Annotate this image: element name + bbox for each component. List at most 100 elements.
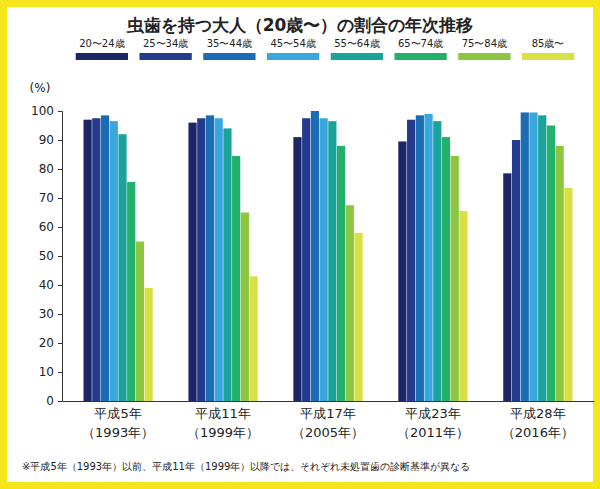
bar [249, 276, 257, 401]
legend-item: 65〜74歳 [394, 38, 446, 60]
legend-label: 45〜54歳 [270, 38, 315, 49]
y-tick-label: 20 [39, 336, 54, 350]
bar [293, 137, 301, 401]
y-tick-mark [58, 256, 62, 257]
frame [4, 4, 597, 486]
bar [564, 188, 572, 401]
bar [451, 156, 459, 401]
x-tick-label-line: （2016年） [502, 425, 574, 440]
y-axis: 0102030405060708090100 [31, 104, 62, 408]
legend-swatch [76, 53, 128, 60]
x-tick: 平成23年 （2011年） [397, 406, 469, 440]
x-tick-label: 平成5年（1993年） [82, 406, 154, 440]
x-tick: 平成5年（1993年） [82, 406, 154, 440]
bars [84, 111, 573, 401]
legend-swatch [267, 53, 319, 60]
bar [311, 111, 319, 401]
y-tick-mark [58, 343, 62, 344]
y-tick-mark [58, 285, 62, 286]
bar [188, 123, 196, 401]
legend-item: 25〜34歳 [139, 38, 191, 60]
y-tick-mark [58, 140, 62, 141]
legend-swatch [331, 53, 383, 60]
legend-label: 35〜44歳 [207, 38, 252, 49]
bar [416, 115, 424, 401]
y-tick: 100 [31, 104, 62, 118]
y-tick-mark [58, 227, 62, 228]
bar-series [136, 146, 564, 401]
bar-series [84, 120, 512, 401]
bar [320, 118, 328, 401]
x-tick-label-line: （2005年） [292, 425, 364, 440]
y-tick-label: 60 [39, 220, 54, 234]
y-tick-mark [58, 111, 62, 112]
legend-label: 65〜74歳 [398, 38, 443, 49]
x-tick: 平成28年 （2016年） [502, 406, 574, 440]
bar [92, 118, 100, 401]
y-tick-label: 0 [46, 394, 54, 408]
bar [127, 182, 135, 401]
y-tick-label: 40 [39, 278, 54, 292]
bar [424, 114, 432, 401]
legend-swatch [394, 53, 446, 60]
bar [302, 118, 310, 401]
y-tick: 40 [39, 278, 62, 292]
x-tick-label: 平成28年 （2016年） [502, 406, 574, 440]
bar [110, 121, 118, 401]
y-tick-mark [58, 401, 62, 402]
y-tick-label: 10 [39, 365, 54, 379]
legend: 20〜24歳25〜34歳35〜44歳45〜54歳55〜64歳65〜74歳75〜8… [76, 38, 575, 60]
bar [232, 156, 240, 401]
bar [328, 121, 336, 401]
x-tick-label-line: 平成23年 [405, 406, 461, 421]
bar [215, 118, 223, 401]
y-tick-mark [58, 198, 62, 199]
x-tick: 平成17年 （2005年） [292, 406, 364, 440]
legend-item: 55〜64歳 [331, 38, 383, 60]
x-tick-label-line: 平成28年 [510, 406, 566, 421]
bar [136, 242, 144, 402]
bar-series [110, 112, 538, 401]
bar [442, 137, 450, 401]
bar [433, 121, 441, 401]
legend-item: 45〜54歳 [267, 38, 319, 60]
bar [512, 140, 520, 401]
y-tick-label: 50 [39, 249, 54, 263]
bar [346, 205, 354, 401]
bar [145, 288, 153, 401]
legend-label: 85歳〜 [532, 38, 565, 49]
bar [398, 141, 406, 401]
y-tick-label: 70 [39, 191, 54, 205]
footnote: ※平成5年（1993年）以前、平成11年（1999年）以降では、それぞれ未処置歯… [22, 461, 470, 472]
bar [84, 120, 92, 401]
y-tick-label: 80 [39, 162, 54, 176]
bar [538, 115, 546, 401]
bar [547, 126, 555, 402]
y-tick: 60 [39, 220, 62, 234]
legend-label: 55〜64歳 [334, 38, 379, 49]
x-tick-label-line: （2011年） [397, 425, 469, 440]
y-tick: 10 [39, 365, 62, 379]
y-tick: 30 [39, 307, 62, 321]
x-tick-label-line: 平成17年 [300, 406, 356, 421]
x-axis: 平成5年（1993年）平成11年（1999年）平成17年（2005年）平成23年… [63, 402, 595, 441]
bar [118, 134, 126, 401]
y-axis-line [58, 112, 63, 402]
y-tick-mark [58, 372, 62, 373]
legend-swatch [203, 53, 255, 60]
legend-swatch [522, 53, 574, 60]
y-tick-label: 30 [39, 307, 54, 321]
bar-series [101, 111, 529, 401]
y-tick: 50 [39, 249, 62, 263]
bar [223, 128, 231, 401]
bar [101, 115, 109, 401]
bar-series [92, 118, 520, 401]
title: 虫歯を持つ大人（20歳〜）の割合の年次推移 [126, 15, 474, 35]
x-tick-label-line: （1993年） [82, 425, 154, 440]
y-tick: 80 [39, 162, 62, 176]
legend-swatch [458, 53, 510, 60]
y-tick: 70 [39, 191, 62, 205]
bar [521, 112, 529, 401]
bar-series [145, 188, 573, 401]
legend-item: 85歳〜 [522, 38, 574, 60]
